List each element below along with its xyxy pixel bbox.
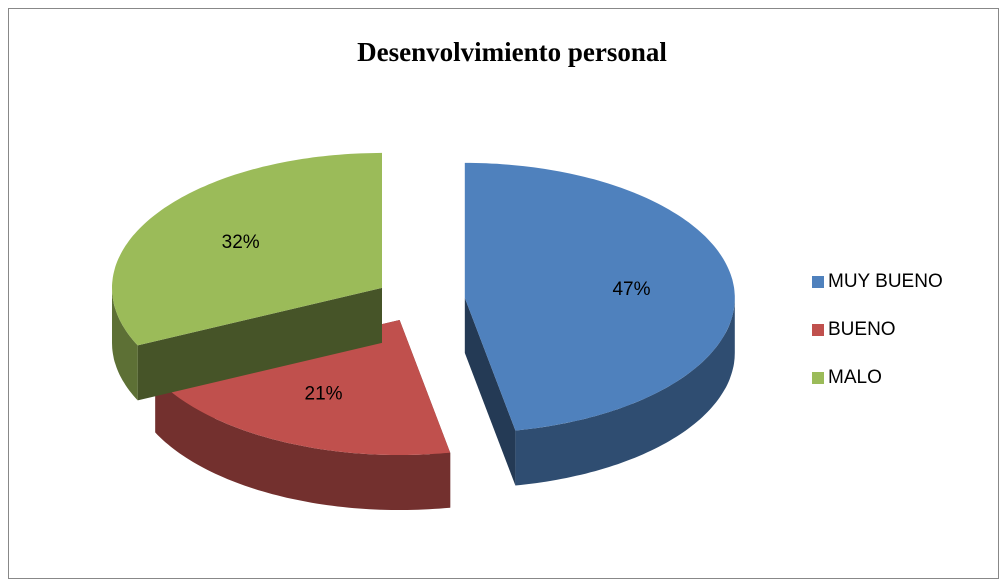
slice-side xyxy=(112,287,138,401)
slice-side xyxy=(137,287,382,401)
data-label: 21% xyxy=(305,384,343,405)
legend-label: MUY BUENO xyxy=(828,271,943,292)
legend-swatch xyxy=(812,372,824,384)
data-label: 32% xyxy=(222,232,260,253)
chart-title: Desenvolvimiento personal xyxy=(357,37,667,67)
slice xyxy=(112,152,382,346)
slice-side xyxy=(155,377,451,510)
slice-side xyxy=(464,297,516,486)
legend-swatch xyxy=(812,276,824,288)
data-label: 47% xyxy=(612,279,650,300)
legend-label: BUENO xyxy=(828,319,896,340)
legend-swatch xyxy=(812,324,824,336)
slice-side xyxy=(515,297,735,486)
slice xyxy=(464,162,735,431)
slice xyxy=(155,320,451,455)
legend-label: MALO xyxy=(828,367,882,388)
